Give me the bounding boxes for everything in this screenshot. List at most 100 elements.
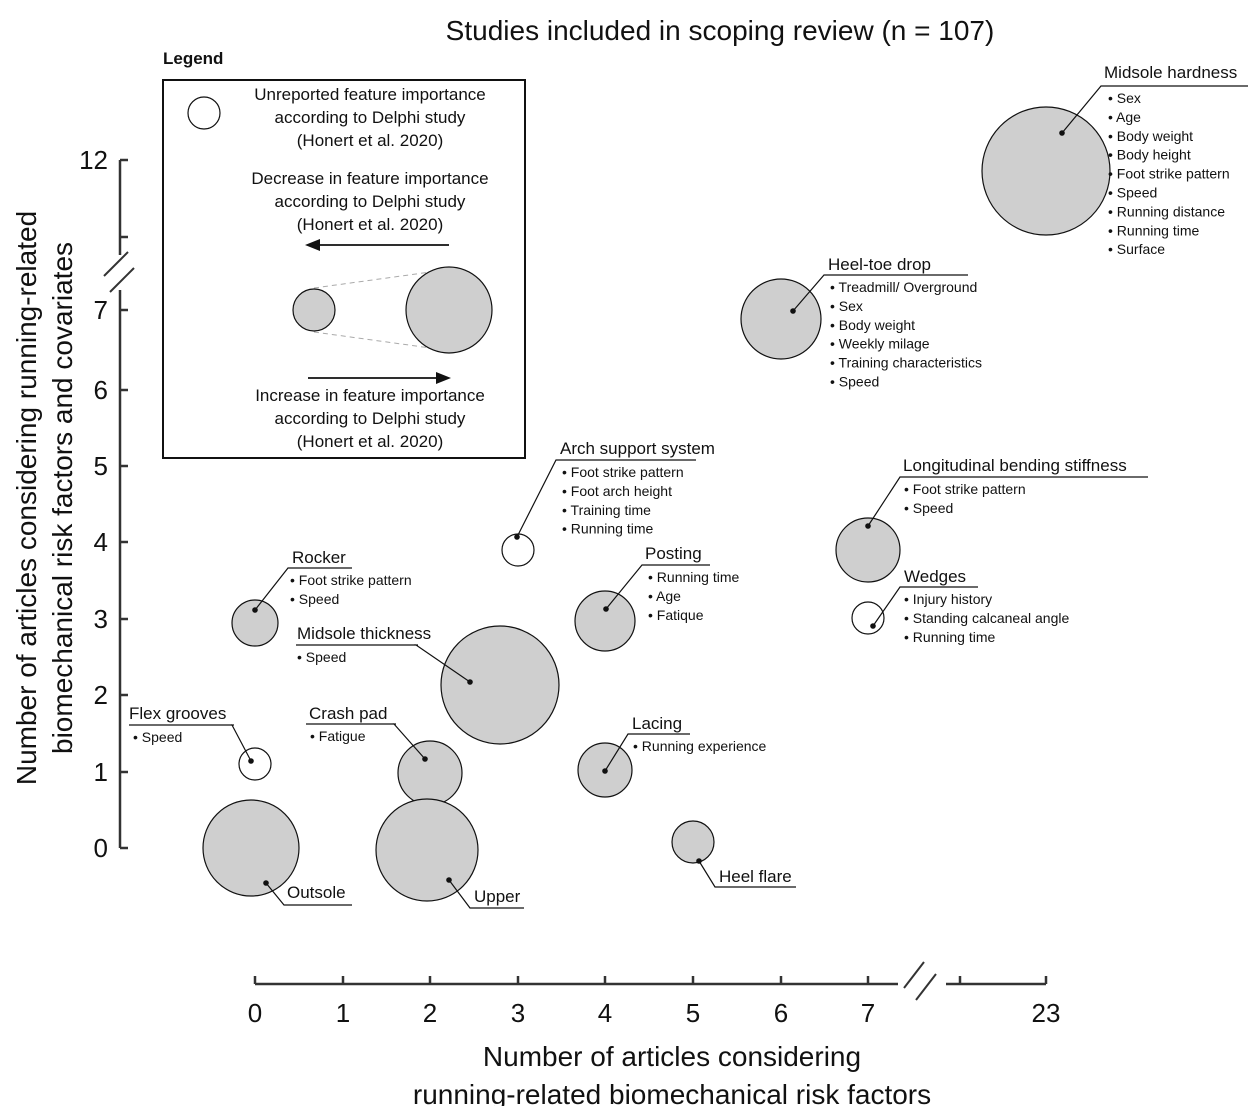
callout-label-lacing: Lacing [632, 714, 682, 733]
callout-leader-line [254, 567, 352, 611]
callout-label-wedges: Wedges [904, 567, 966, 586]
y-axis-label-line: biomechanical risk factors and covariate… [47, 242, 78, 754]
bubble-heel-toe-drop-marker [740, 278, 822, 360]
covariate-item: • Training characteristics [830, 355, 982, 371]
callout-leader-line [516, 459, 696, 538]
bubble-longitudinal-bending-stiffness-marker [835, 517, 901, 583]
covariate-item: • Weekly milage [830, 336, 930, 352]
y-tick-label: 7 [94, 295, 108, 325]
legend-arrow-right-head [436, 372, 451, 384]
covariate-item: • Age [648, 588, 681, 604]
bubble-wedges: Wedges • Injury history • Standing calcane… [851, 567, 1069, 645]
bubble-upper-marker [375, 798, 479, 902]
bubble-flex-grooves-marker [238, 747, 272, 781]
covariate-item: • Fatique [648, 607, 704, 623]
bubble-posting: Posting • Running time • Age • Fatique [574, 544, 739, 652]
y-tick-label: 5 [94, 451, 108, 481]
x-tick-label: 5 [686, 998, 700, 1028]
covariate-item: • Foot strike pattern [290, 572, 412, 588]
bubble-rocker-marker [231, 599, 279, 647]
legend-item-text: Decrease in feature importance [251, 169, 488, 188]
bubble-arch-support-system: Arch support system • Foot strike pattern… [501, 439, 715, 567]
legend-item-text: according to Delphi study [275, 192, 466, 211]
callout-label-arch-support-system: Arch support system [560, 439, 715, 458]
legend-arrow-left-head [305, 239, 320, 251]
legend-small-circle-marker [292, 288, 336, 332]
covariate-item: • Speed [133, 729, 182, 745]
callout-label-heel-toe-drop: Heel-toe drop [828, 255, 931, 274]
bubble-heel-flare: Heel flare [671, 820, 796, 888]
bubble-midsole-hardness: Midsole hardness • Sex • Age • Body weight •… [981, 63, 1248, 257]
covariate-item: • Standing calcaneal angle [904, 610, 1069, 626]
covariate-item: • Fatigue [310, 728, 366, 744]
callout-label-crash-pad: Crash pad [309, 704, 387, 723]
callout-label-midsole-hardness: Midsole hardness [1104, 63, 1237, 82]
bubble-flex-grooves: Flex grooves • Speed [129, 704, 272, 781]
callout-leader-line [448, 879, 524, 909]
covariate-item: • Running time [648, 569, 739, 585]
covariate-item: • Surface [1108, 241, 1165, 257]
x-tick-label: 3 [511, 998, 525, 1028]
bubble-outsole: Outsole [202, 799, 352, 906]
legend-item-text: (Honert et al. 2020) [297, 432, 443, 451]
x-tick-label: 2 [423, 998, 437, 1028]
covariate-item: • Body height [1108, 147, 1191, 163]
covariate-item: • Speed [904, 500, 953, 516]
covariate-item: • Sex [830, 298, 863, 314]
legend-box [162, 79, 526, 459]
bubble-midsole-thickness: Midsole thickness • Speed [296, 624, 560, 745]
covariate-item: • Treadmill/ Overground [830, 279, 977, 295]
y-axis-break-mark [109, 267, 135, 293]
bubble-heel-flare-marker [671, 820, 715, 864]
callout-leader-line [265, 882, 352, 906]
covariate-item: • Body weight [830, 317, 915, 333]
legend-item-text: (Honert et al. 2020) [297, 215, 443, 234]
covariate-item: • Injury history [904, 591, 992, 607]
legend-open-circle-marker [187, 96, 221, 130]
callout-leader-line [867, 476, 1148, 527]
x-axis-break-mark [903, 961, 925, 989]
bubble-lacing: Lacing • Running experience [577, 714, 767, 798]
x-axis-label-line: running-related biomechanical risk facto… [413, 1079, 931, 1106]
x-tick-label: 4 [598, 998, 612, 1028]
covariate-item: • Foot strike pattern [904, 481, 1026, 497]
callout-leader-line [604, 733, 690, 772]
callout-leader-line [792, 274, 968, 312]
covariate-item: • Training time [562, 502, 651, 518]
callout-label-flex-grooves: Flex grooves [129, 704, 226, 723]
callout-label-heel-flare: Heel flare [719, 867, 792, 886]
legend-item-text: Increase in feature importance [255, 386, 485, 405]
covariate-item: • Speed [1108, 185, 1157, 201]
legend-item-text: Unreported feature importance [254, 85, 486, 104]
y-tick-label: 0 [94, 833, 108, 863]
covariate-item: • Body weight [1108, 128, 1193, 144]
covariate-item: • Running time [904, 629, 995, 645]
callout-leader-line [1061, 85, 1248, 134]
bubble-outsole-marker [202, 799, 300, 897]
bubble-heel-toe-drop: Heel-toe drop • Treadmill/ Overground • Se… [740, 255, 982, 390]
callout-leader-line [605, 564, 710, 610]
x-tick-label: 0 [248, 998, 262, 1028]
legend-item-text: according to Delphi study [275, 409, 466, 428]
covariate-item: • Speed [290, 591, 339, 607]
callout-label-posting: Posting [645, 544, 702, 563]
chart-title: Studies included in scoping review (n = … [446, 15, 995, 46]
covariate-item: • Running time [1108, 222, 1199, 238]
callout-label-rocker: Rocker [292, 548, 346, 567]
legend-item-text: (Honert et al. 2020) [297, 131, 443, 150]
covariate-item: • Running experience [633, 738, 767, 754]
legend-title: Legend [163, 49, 223, 68]
covariate-item: • Speed [830, 374, 879, 390]
x-axis-label-line: Number of articles considering [483, 1041, 861, 1072]
callout-leader-line [698, 860, 796, 888]
y-tick-label: 1 [94, 757, 108, 787]
covariate-item: • Foot strike pattern [1108, 166, 1230, 182]
y-tick-label: 3 [94, 604, 108, 634]
bubble-posting-marker [574, 590, 636, 652]
covariate-item: • Running distance [1108, 203, 1225, 219]
covariate-item: • Speed [297, 649, 346, 665]
bubble-midsole-thickness-marker [440, 625, 560, 745]
legend-dashed-connector [313, 331, 446, 351]
